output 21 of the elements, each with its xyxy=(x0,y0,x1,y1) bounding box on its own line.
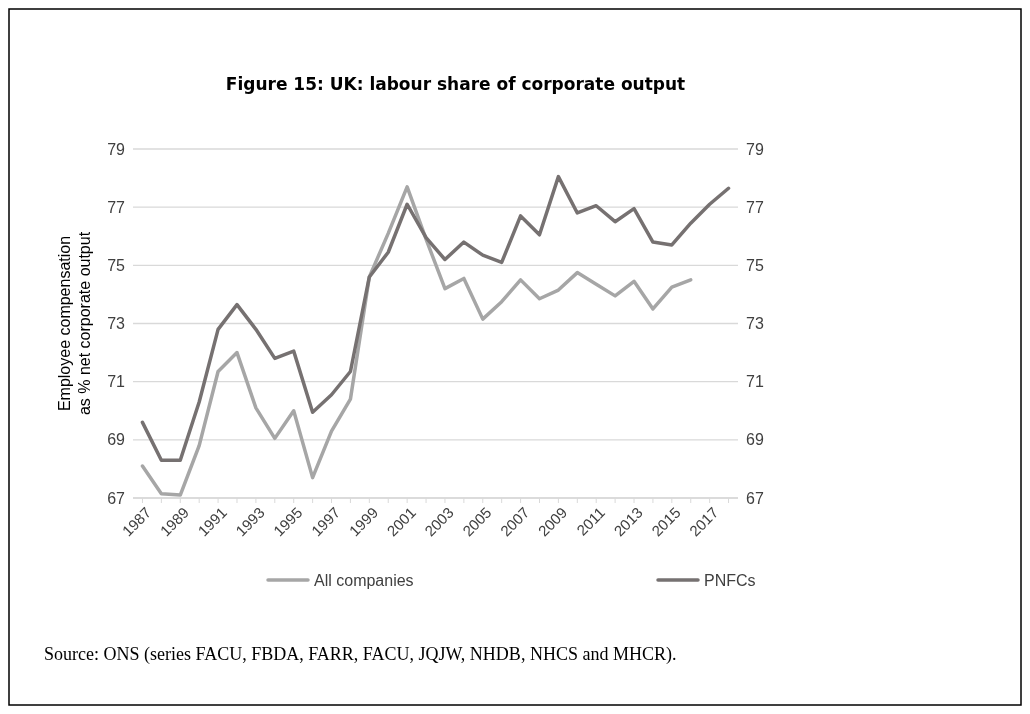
y-tick-label: 73 xyxy=(107,315,126,333)
y-tick-label: 79 xyxy=(107,140,126,158)
y-tick-label: 67 xyxy=(107,489,126,507)
legend-label: PNFCs xyxy=(704,571,756,589)
y2-tick-label: 75 xyxy=(746,256,764,274)
legend-label: All companies xyxy=(314,571,414,589)
chart-title: Figure 15: UK: labour share of corporate output xyxy=(225,74,686,94)
y-axis-title: Employee compensation as % net corporate output xyxy=(56,231,93,416)
line-series xyxy=(140,174,731,462)
y2-tick-label: 73 xyxy=(746,315,764,333)
y2-tick-label: 69 xyxy=(746,431,764,449)
y2-tick-label: 67 xyxy=(746,489,764,507)
y-tick-label: 71 xyxy=(107,373,126,391)
y-tick-label: 69 xyxy=(107,431,126,449)
line-series xyxy=(140,185,693,497)
y2-tick-label: 77 xyxy=(746,198,764,216)
y-tick-label: 75 xyxy=(107,256,126,274)
source-note: Source: ONS (series FACU, FBDA, FARR, FACU, JQJW, NHDB, NHCS and MHCR). xyxy=(44,644,677,665)
y-tick-label: 77 xyxy=(107,198,126,216)
y2-tick-label: 79 xyxy=(746,140,764,158)
y2-tick-label: 71 xyxy=(746,373,764,391)
